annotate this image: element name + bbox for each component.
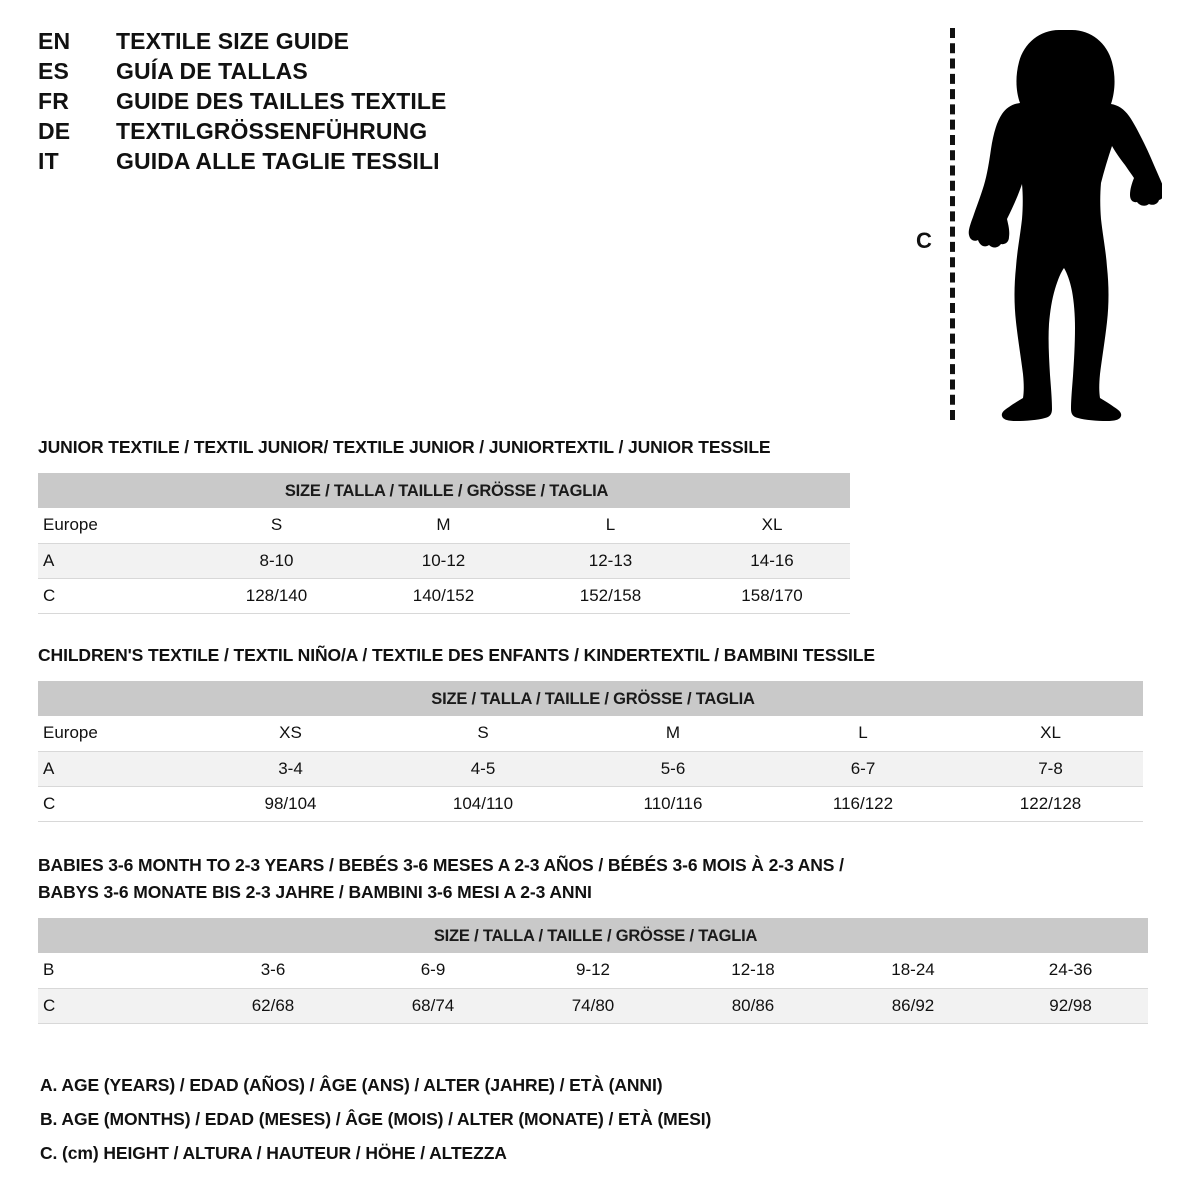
language-code: DE <box>38 118 71 144</box>
language-row-es: ES GUÍA DE TALLAS <box>38 58 598 88</box>
language-row-it: IT GUIDA ALLE TAGLIE TESSILI <box>38 148 598 178</box>
language-row-en: EN TEXTILE SIZE GUIDE <box>38 28 598 58</box>
row-label: A <box>38 543 193 579</box>
table-row: B 3-6 6-9 9-12 12-18 18-24 24-36 <box>38 953 1149 989</box>
table-cell: 68/74 <box>353 988 513 1024</box>
table-cell: 12-18 <box>673 953 833 989</box>
table-row: C 128/140 140/152 152/158 158/170 <box>38 578 851 614</box>
guide-title: GUIDA ALLE TAGLIE TESSILI <box>116 148 440 174</box>
size-bar-cell: SIZE / TALLA / TAILLE / GRÖSSE / TAGLIA <box>38 681 1144 716</box>
row-label: A <box>38 751 193 787</box>
size-header-cell: XS <box>193 716 388 752</box>
table-cell: 6-7 <box>768 751 958 787</box>
table-cell: 9-12 <box>513 953 673 989</box>
size-bar-label: SIZE / TALLA / TAILLE / GRÖSSE / TAGLIA <box>433 926 758 945</box>
table-cell: 3-4 <box>193 751 388 787</box>
table-cell: 12-13 <box>527 543 694 579</box>
size-table-children: SIZE / TALLA / TAILLE / GRÖSSE / TAGLIA … <box>38 681 1144 822</box>
section-babies-textile: BABIES 3-6 MONTH TO 2-3 YEARS / BEBÉS 3-… <box>38 852 1149 1024</box>
table-cell: 4-5 <box>388 751 578 787</box>
size-bar-label: SIZE / TALLA / TAILLE / GRÖSSE / TAGLIA <box>431 689 755 708</box>
row-label-region: Europe <box>38 508 193 544</box>
table-cell: 122/128 <box>958 786 1144 822</box>
size-header-cell: S <box>388 716 578 752</box>
guide-title: TEXTILE SIZE GUIDE <box>116 28 350 54</box>
language-row-fr: FR GUIDE DES TAILLES TEXTILE <box>38 88 598 118</box>
table-cell: 98/104 <box>193 786 388 822</box>
size-header-cell: M <box>578 716 768 752</box>
language-row-de: DE TEXTILGRÖSSENFÜHRUNG <box>38 118 598 148</box>
size-header-cell: S <box>193 508 360 544</box>
size-header-cell: XL <box>958 716 1144 752</box>
toddler-silhouette-icon <box>968 30 1162 421</box>
language-code: IT <box>38 148 59 174</box>
table-cell: 80/86 <box>673 988 833 1024</box>
child-height-figure: C <box>900 10 1170 430</box>
row-label: B <box>38 953 193 989</box>
section-title-children: CHILDREN'S TEXTILE / TEXTIL NIÑO/A / TEX… <box>38 645 875 665</box>
table-cell: 86/92 <box>833 988 993 1024</box>
guide-title: GUÍA DE TALLAS <box>116 58 308 84</box>
size-header-cell: M <box>360 508 527 544</box>
section-junior-textile: JUNIOR TEXTILE / TEXTIL JUNIOR/ TEXTILE … <box>38 434 851 614</box>
table-cell: 18-24 <box>833 953 993 989</box>
table-cell: 10-12 <box>360 543 527 579</box>
size-header-cell: L <box>527 508 694 544</box>
table-header-bar-row: SIZE / TALLA / TAILLE / GRÖSSE / TAGLIA <box>38 681 1144 716</box>
table-row: A 3-4 4-5 5-6 6-7 7-8 <box>38 751 1144 787</box>
size-bar-cell: SIZE / TALLA / TAILLE / GRÖSSE / TAGLIA <box>38 473 851 508</box>
height-measure-label: C <box>916 228 932 253</box>
size-header-cell: L <box>768 716 958 752</box>
table-cell: 74/80 <box>513 988 673 1024</box>
table-row-sizes: Europe S M L XL <box>38 508 851 544</box>
row-label: C <box>38 786 193 822</box>
table-header-bar-row: SIZE / TALLA / TAILLE / GRÖSSE / TAGLIA <box>38 918 1149 953</box>
table-row: C 98/104 104/110 110/116 116/122 122/128 <box>38 786 1144 822</box>
section-title-babies-line1: BABIES 3-6 MONTH TO 2-3 YEARS / BEBÉS 3-… <box>38 855 844 875</box>
table-cell: 3-6 <box>193 953 353 989</box>
row-label-region: Europe <box>38 716 193 752</box>
language-code: ES <box>38 58 70 84</box>
legend-line-a: A. AGE (YEARS) / EDAD (AÑOS) / ÂGE (ANS)… <box>40 1075 663 1095</box>
table-cell: 24-36 <box>993 953 1149 989</box>
table-cell: 104/110 <box>388 786 578 822</box>
language-code: EN <box>38 28 71 54</box>
size-table-junior: SIZE / TALLA / TAILLE / GRÖSSE / TAGLIA … <box>38 473 851 614</box>
language-header-block: EN TEXTILE SIZE GUIDE ES GUÍA DE TALLAS … <box>38 28 598 178</box>
guide-title: GUIDE DES TAILLES TEXTILE <box>116 88 447 114</box>
table-cell: 6-9 <box>353 953 513 989</box>
table-cell: 5-6 <box>578 751 768 787</box>
table-cell: 158/170 <box>694 578 851 614</box>
language-code: FR <box>38 88 70 114</box>
table-header-bar-row: SIZE / TALLA / TAILLE / GRÖSSE / TAGLIA <box>38 473 851 508</box>
table-cell: 140/152 <box>360 578 527 614</box>
table-cell: 62/68 <box>193 988 353 1024</box>
legend-line-c: C. (cm) HEIGHT / ALTURA / HAUTEUR / HÖHE… <box>40 1143 507 1163</box>
row-label: C <box>38 578 193 614</box>
table-cell: 116/122 <box>768 786 958 822</box>
legend-footnotes: A. AGE (YEARS) / EDAD (AÑOS) / ÂGE (ANS)… <box>40 1068 840 1170</box>
table-cell: 110/116 <box>578 786 768 822</box>
size-bar-label: SIZE / TALLA / TAILLE / GRÖSSE / TAGLIA <box>284 481 609 500</box>
height-measurement-line-icon <box>950 28 955 420</box>
table-cell: 128/140 <box>193 578 360 614</box>
size-bar-cell: SIZE / TALLA / TAILLE / GRÖSSE / TAGLIA <box>38 918 1149 953</box>
legend-line-b: B. AGE (MONTHS) / EDAD (MESES) / ÂGE (MO… <box>40 1109 712 1129</box>
table-cell: 7-8 <box>958 751 1144 787</box>
table-row: A 8-10 10-12 12-13 14-16 <box>38 543 851 579</box>
table-cell: 8-10 <box>193 543 360 579</box>
table-row: C 62/68 68/74 74/80 80/86 86/92 92/98 <box>38 988 1149 1024</box>
size-table-babies: SIZE / TALLA / TAILLE / GRÖSSE / TAGLIA … <box>38 918 1149 1024</box>
section-title-junior: JUNIOR TEXTILE / TEXTIL JUNIOR/ TEXTILE … <box>38 437 771 457</box>
section-title-babies-line2: BABYS 3-6 MONATE BIS 2-3 JAHRE / BAMBINI… <box>38 882 592 902</box>
section-children-textile: CHILDREN'S TEXTILE / TEXTIL NIÑO/A / TEX… <box>38 642 1144 822</box>
table-row-sizes: Europe XS S M L XL <box>38 716 1144 752</box>
table-cell: 14-16 <box>694 543 851 579</box>
table-cell: 92/98 <box>993 988 1149 1024</box>
guide-title: TEXTILGRÖSSENFÜHRUNG <box>116 118 428 144</box>
table-cell: 152/158 <box>527 578 694 614</box>
row-label: C <box>38 988 193 1024</box>
size-header-cell: XL <box>694 508 851 544</box>
